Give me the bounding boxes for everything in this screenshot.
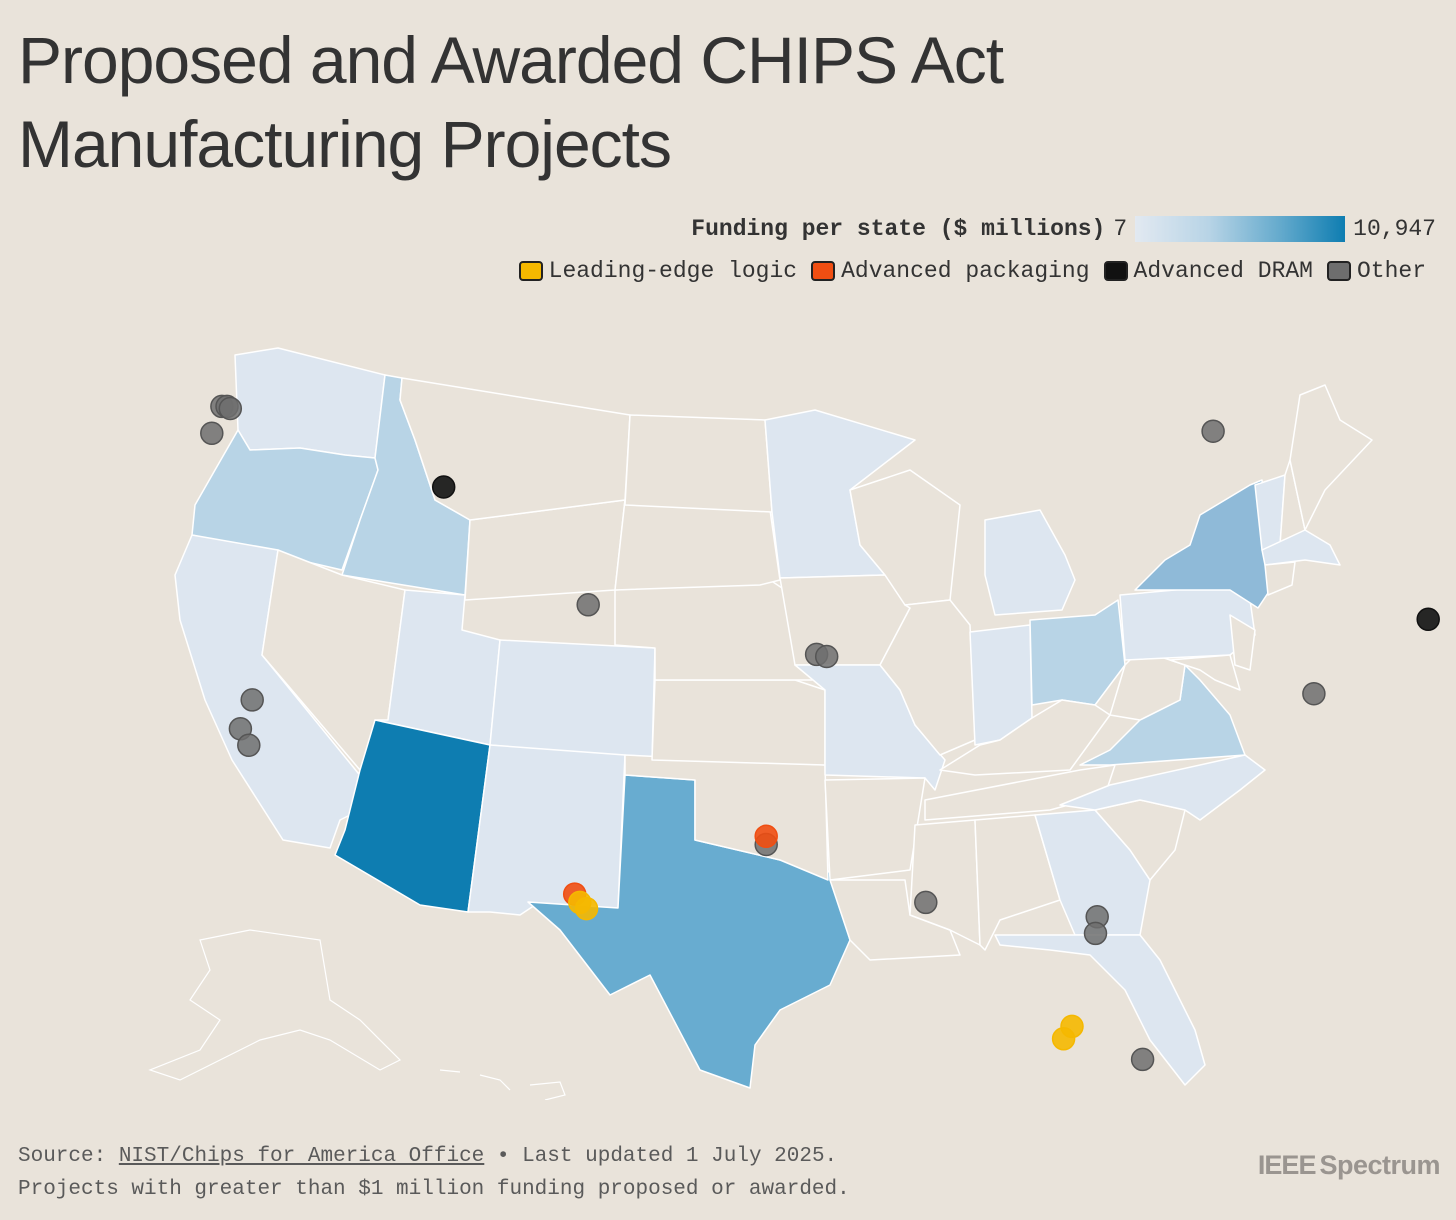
state-new-york bbox=[1134, 479, 1271, 609]
state-south-dakota bbox=[614, 499, 781, 591]
legend-item-logic: Leading-edge logic bbox=[518, 258, 798, 284]
scale-title: Funding per state ($ millions) bbox=[691, 216, 1106, 242]
us-map bbox=[148, 347, 1440, 1100]
state-florida bbox=[994, 934, 1206, 1086]
project-marker-other[interactable] bbox=[576, 593, 600, 617]
footer: Source: NIST/Chips for America Office • … bbox=[18, 1140, 850, 1206]
state-nebraska bbox=[614, 579, 813, 681]
state-washington bbox=[234, 347, 386, 459]
funding-scale-legend: Funding per state ($ millions) 7 10,947 bbox=[691, 212, 1436, 246]
project-marker-other[interactable] bbox=[240, 688, 264, 712]
state-montana bbox=[399, 377, 631, 521]
legend-label: Other bbox=[1356, 258, 1426, 284]
project-marker-other[interactable] bbox=[237, 733, 261, 758]
project-marker-other[interactable] bbox=[1130, 1047, 1155, 1072]
state-kentucky bbox=[939, 699, 1111, 776]
state-new-jersey bbox=[1229, 614, 1256, 671]
swatch-other-icon bbox=[1326, 261, 1351, 281]
legend-item-dram: Advanced DRAM bbox=[1103, 258, 1313, 284]
state-connecticut bbox=[1264, 561, 1296, 596]
hawaii-outline bbox=[439, 1069, 566, 1100]
project-marker-other[interactable] bbox=[1083, 921, 1108, 946]
source-prefix: Source: bbox=[18, 1145, 119, 1168]
state-maine bbox=[1289, 384, 1373, 531]
project-marker-dram[interactable] bbox=[431, 475, 456, 499]
state-maryland bbox=[1169, 654, 1241, 691]
color-scale-bar bbox=[1135, 216, 1346, 242]
brand-ieee: IEEE bbox=[1257, 1150, 1317, 1180]
project-marker-other[interactable] bbox=[200, 421, 224, 446]
alaska-outline bbox=[148, 929, 402, 1081]
project-marker-dram[interactable] bbox=[1416, 607, 1440, 632]
legend-item-other: Other bbox=[1326, 258, 1426, 284]
legend-label: Advanced DRAM bbox=[1133, 258, 1313, 284]
project-marker-packaging[interactable] bbox=[754, 824, 778, 849]
project-marker-other[interactable] bbox=[1201, 419, 1225, 443]
project-type-legend: Leading-edge logic Advanced packaging Ad… bbox=[518, 254, 1426, 288]
scale-min-label: 7 bbox=[1113, 216, 1128, 242]
legend-label: Leading-edge logic bbox=[548, 258, 798, 284]
page-title: Proposed and Awarded CHIPS Act Manufactu… bbox=[18, 23, 1004, 181]
brand-spectrum: Spectrum bbox=[1319, 1150, 1440, 1180]
state-louisiana bbox=[829, 879, 961, 961]
project-marker-other[interactable] bbox=[1302, 681, 1326, 706]
project-marker-logic[interactable] bbox=[1051, 1027, 1076, 1051]
project-marker-other[interactable] bbox=[914, 890, 938, 915]
state-shapes bbox=[174, 347, 1373, 1089]
brand-logo: IEEE Spectrum bbox=[1257, 1150, 1441, 1181]
state-north-carolina bbox=[1059, 754, 1266, 821]
swatch-packaging-icon bbox=[811, 261, 836, 281]
scale-max-label: 10,947 bbox=[1353, 216, 1436, 242]
state-ohio bbox=[1029, 599, 1126, 706]
legend-label: Advanced packaging bbox=[841, 258, 1090, 284]
state-new-mexico bbox=[467, 744, 626, 916]
source-link[interactable]: NIST/Chips for America Office bbox=[118, 1145, 485, 1168]
alaska-hawaii-inset bbox=[148, 929, 566, 1100]
footer-note: Projects with greater than $1 million fu… bbox=[18, 1178, 850, 1201]
legend-item-packaging: Advanced packaging bbox=[811, 258, 1090, 284]
state-arkansas bbox=[824, 777, 926, 881]
project-marker-other[interactable] bbox=[814, 644, 839, 669]
state-michigan bbox=[984, 509, 1076, 616]
project-marker-other[interactable] bbox=[218, 396, 243, 421]
state-virginia bbox=[1079, 664, 1246, 766]
swatch-logic-icon bbox=[518, 261, 543, 281]
swatch-dram-icon bbox=[1103, 261, 1128, 281]
project-markers bbox=[200, 394, 1440, 1072]
state-kansas bbox=[651, 679, 826, 766]
source-line: Source: NIST/Chips for America Office • … bbox=[18, 1140, 850, 1173]
state-colorado bbox=[489, 639, 656, 761]
state-illinois bbox=[879, 599, 976, 756]
state-north-dakota bbox=[624, 414, 773, 513]
source-suffix: • Last updated 1 July 2025. bbox=[484, 1145, 838, 1168]
project-marker-logic[interactable] bbox=[574, 896, 599, 921]
